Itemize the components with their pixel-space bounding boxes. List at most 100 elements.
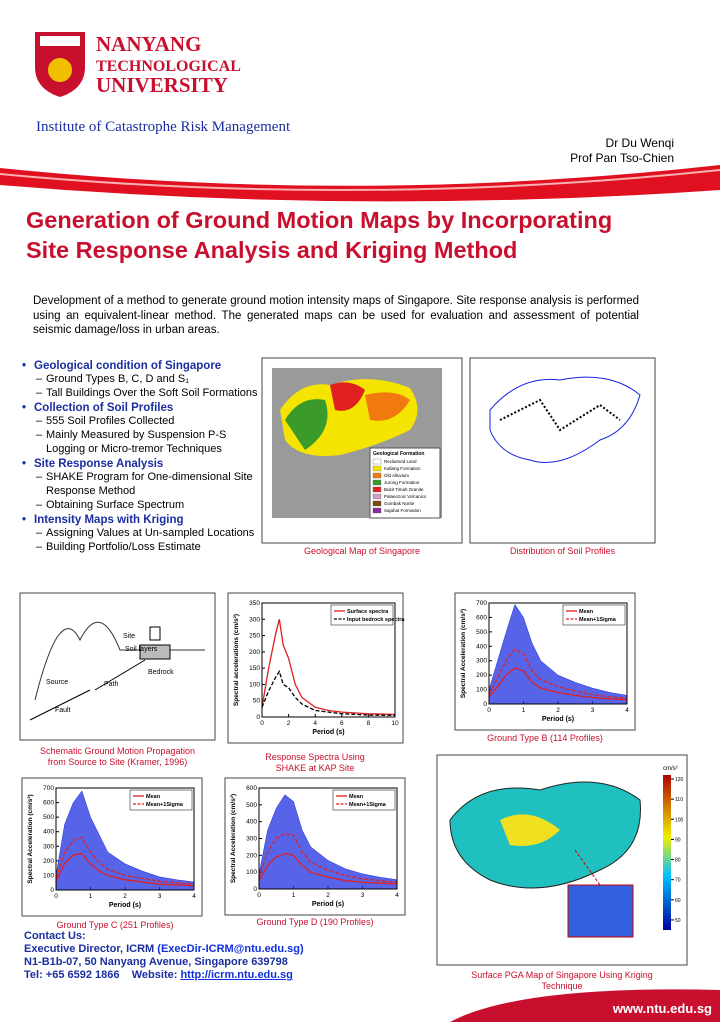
x-tick-label: 0 <box>54 893 58 900</box>
colorbar-label: cm/s² <box>663 766 678 772</box>
soil-block <box>139 644 171 660</box>
legend-swatch <box>372 479 382 486</box>
diagram-label: Soil layers <box>125 646 158 653</box>
caption: SHAKE at KAP Site <box>275 763 355 773</box>
y-tick-label: 0 <box>256 714 260 721</box>
university-line: TECHNOLOGICAL <box>96 58 241 75</box>
colorbar-tick-label: 90 <box>675 837 681 843</box>
x-tick-label: 0 <box>260 720 264 727</box>
footer-url[interactable]: www.ntu.edu.sg <box>612 1001 712 1016</box>
bullet-dot: • <box>22 458 27 470</box>
footer-bar <box>450 989 720 1022</box>
series-line <box>259 794 397 889</box>
author: Dr Du Wenqi <box>605 136 674 150</box>
x-axis-label: Period (s) <box>542 716 574 723</box>
terrain <box>34 621 205 701</box>
y-tick-label: 100 <box>246 869 257 876</box>
bullet-item: – Building Portfolio/Loss Estimate <box>36 541 201 553</box>
y-axis-label: Spectral accelerations (cm/s²) <box>233 614 240 706</box>
dash: – <box>36 541 43 553</box>
legend-label: Kallang Formation <box>384 466 421 471</box>
y-tick-label: 600 <box>476 614 487 621</box>
profile-points <box>499 398 621 432</box>
x-tick-label: 4 <box>313 720 317 727</box>
contact: Contact Us: Executive Director, ICRM (Ex… <box>24 930 304 982</box>
x-tick-label: 2 <box>326 892 330 899</box>
y-tick-label: 500 <box>246 802 257 809</box>
diagram-label: Path <box>104 681 119 688</box>
y-tick-label: 100 <box>476 687 487 694</box>
author: Prof Pan Tso-Chien <box>570 151 674 165</box>
legend-label: Mean+1Sigma <box>349 802 387 808</box>
island-east <box>365 392 410 421</box>
y-tick-label: 200 <box>249 649 260 656</box>
y-tick-label: 300 <box>246 836 257 843</box>
legend-label: Sajahat Formation <box>384 508 421 513</box>
legend-title: Geological Formation <box>373 451 424 457</box>
intro: Development of a method to generate grou… <box>33 295 639 336</box>
colorbar <box>663 775 671 930</box>
university-line: NANYANG <box>96 32 202 56</box>
caption: Ground Type B (114 Profiles) <box>487 733 603 743</box>
bullet-list: • Geological condition of Singapore – Groun… <box>22 358 262 554</box>
x-tick-label: 3 <box>591 707 595 714</box>
plot-frame <box>258 787 398 890</box>
y-tick-label: 200 <box>43 858 54 865</box>
wave-path <box>29 659 146 721</box>
bullet-item: – Mainly Measured by Suspension P-S Loggi… <box>36 429 227 455</box>
chart: 0 1 2 3 4 0 100 200 300 400 500 600 700 Period (s) Spe… <box>454 592 636 731</box>
colorbar-tick-label: 60 <box>675 898 681 904</box>
series-line <box>56 836 194 885</box>
bullet-heading: • Collection of Soil Profiles <box>22 402 174 414</box>
caption: Distribution of Soil Profiles <box>509 546 616 556</box>
bullet-item: – SHAKE Program for One-dimensional Site … <box>36 471 253 497</box>
series-line <box>262 669 395 717</box>
logo-band <box>40 36 80 46</box>
bullet-dot: • <box>22 402 27 414</box>
x-tick-label: 4 <box>192 893 196 900</box>
x-tick-label: 6 <box>340 720 344 727</box>
y-tick-label: 0 <box>50 887 54 894</box>
legend-box <box>562 604 626 626</box>
y-tick-label: 350 <box>249 600 260 607</box>
legend-label: Bukit Timah Granite <box>384 487 424 492</box>
bullet-item: – Tall Buildings Over the Soft Soil Forma… <box>36 387 258 399</box>
colorbar-tick-label: 100 <box>675 817 684 823</box>
x-tick-label: 2 <box>556 707 560 714</box>
legend-label: Mean <box>349 794 364 800</box>
caption: Surface PGA Map of Singapore Using Krigi… <box>471 970 653 980</box>
legend-swatch <box>372 458 382 465</box>
pga-inset <box>567 884 634 938</box>
x-tick-label: 1 <box>522 707 526 714</box>
series-line <box>259 832 397 883</box>
legend-box <box>332 789 396 811</box>
y-tick-label: 250 <box>249 633 260 640</box>
y-tick-label: 200 <box>246 852 257 859</box>
director: Executive Director, ICRM <box>24 943 155 955</box>
legend-label: Palaeozoic Volcanics <box>384 494 427 499</box>
diagram-label: Bedrock <box>148 669 174 676</box>
email[interactable]: (ExecDir-ICRM@ntu.edu.sg) <box>157 943 304 955</box>
caption: Schematic Ground Motion Propagation <box>39 746 196 756</box>
swoosh-highlight <box>0 169 720 192</box>
website[interactable]: http://icrm.ntu.edu.sg <box>180 969 293 981</box>
x-tick-label: 3 <box>158 893 162 900</box>
legend-label: Surface spectra <box>347 609 389 615</box>
legend-swatch <box>372 500 382 507</box>
y-tick-label: 600 <box>43 800 54 807</box>
title: Site Response Analysis and Kriging Metho… <box>26 237 518 263</box>
caption: Ground Type C (251 Profiles) <box>56 920 174 930</box>
x-axis-label: Period (s) <box>109 902 141 909</box>
y-tick-label: 100 <box>249 681 260 688</box>
series-line <box>489 603 627 704</box>
bullet-heading: • Intensity Maps with Kriging <box>22 514 184 526</box>
diagram-label: Site <box>123 633 135 640</box>
y-tick-label: 400 <box>246 819 257 826</box>
dash: – <box>36 429 43 441</box>
dash: – <box>36 499 43 511</box>
figure-frame <box>469 357 656 544</box>
bullet-heading: • Geological condition of Singapore <box>22 360 222 372</box>
x-tick-label: 0 <box>487 707 491 714</box>
